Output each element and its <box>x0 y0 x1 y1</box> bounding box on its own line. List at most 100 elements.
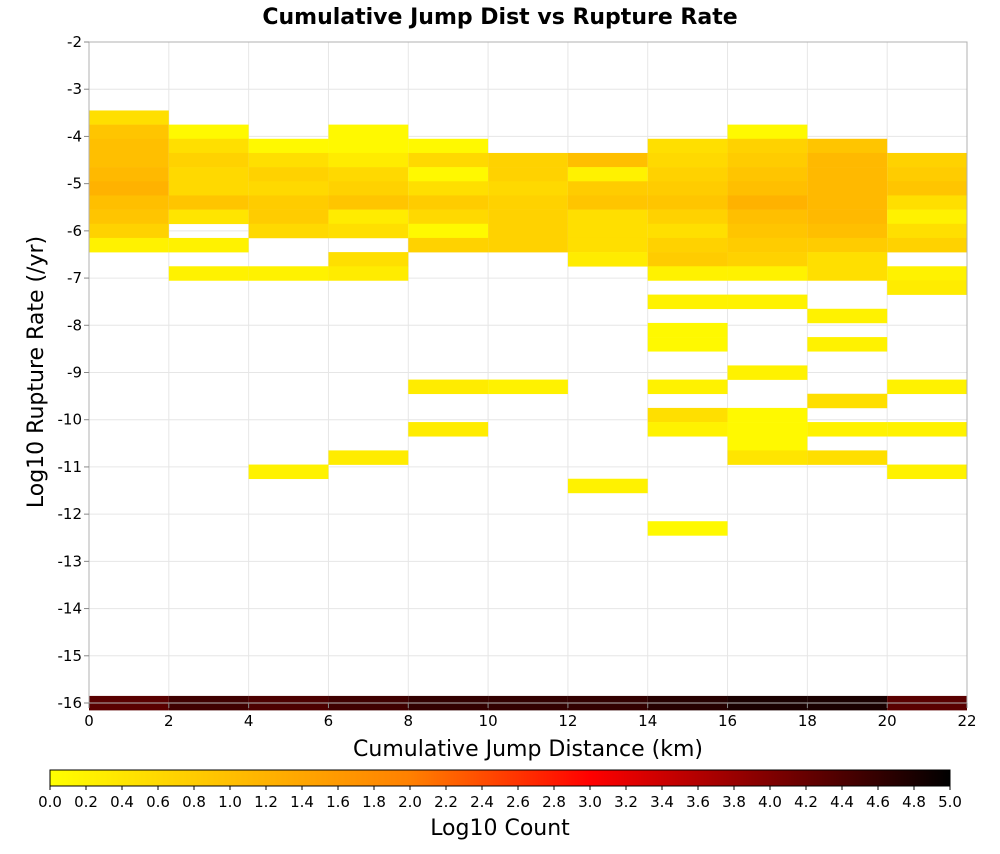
heatmap-cell <box>408 223 489 239</box>
colorbar-tick-label: 1.0 <box>218 793 242 811</box>
heatmap-cell <box>168 209 249 225</box>
colorbar-tick-label: 1.6 <box>326 793 350 811</box>
heatmap-cell <box>647 181 728 196</box>
heatmap-cell <box>567 209 648 225</box>
x-tick-label: 22 <box>957 712 976 730</box>
y-tick-label: -5 <box>67 175 82 193</box>
colorbar: 0.0 0.2 0.4 0.6 0.8 1.0 1.2 1.4 1.6 1.8 2.0 2.2 2.4 2… <box>38 769 962 811</box>
colorbar-tick-label: 3.4 <box>650 793 674 811</box>
heatmap-cell <box>168 138 249 154</box>
y-tick-label: -2 <box>67 33 82 51</box>
heatmap-cell <box>807 195 888 210</box>
heatmap-cell <box>567 252 648 267</box>
heatmap-cell <box>727 209 808 225</box>
y-tick-label: -3 <box>67 80 82 98</box>
y-tick-label: -8 <box>67 316 82 334</box>
heatmap-cell <box>328 181 409 196</box>
y-tick-label: -12 <box>58 505 83 523</box>
heatmap-cell <box>647 337 728 352</box>
y-tick-label: -13 <box>58 552 83 570</box>
colorbar-tick-label: 3.6 <box>686 793 710 811</box>
heatmap-cell <box>807 209 888 225</box>
heatmap-cell <box>887 195 967 210</box>
heatmap-cells <box>89 110 967 711</box>
heatmap-cell <box>887 266 967 281</box>
heatmap-cell <box>408 152 489 168</box>
heatmap-cell <box>89 110 169 125</box>
heatmap-cell <box>807 422 888 437</box>
heatmap-cell <box>807 266 888 281</box>
x-tick-label: 4 <box>244 712 254 730</box>
y-tick-label: -6 <box>67 222 82 240</box>
colorbar-tick-label: 2.2 <box>434 793 458 811</box>
y-tick-label: -16 <box>58 694 83 712</box>
y-tick-label: -14 <box>58 600 83 618</box>
heatmap-cell <box>168 181 249 196</box>
heatmap-cell <box>807 308 888 324</box>
colorbar-tick-label: 1.8 <box>362 793 386 811</box>
heatmap-cell <box>647 152 728 168</box>
heatmap-cell <box>168 266 249 281</box>
heatmap-cell <box>89 237 169 253</box>
heatmap-cell <box>887 181 967 196</box>
heatmap-cell <box>647 195 728 210</box>
heatmap-cell <box>488 152 568 168</box>
heatmap-cell <box>727 252 808 267</box>
heatmap-cell <box>807 450 888 465</box>
heatmap-cell <box>647 322 728 338</box>
heatmap-cell <box>488 167 568 182</box>
y-tick-label: -4 <box>67 127 82 145</box>
y-tick-label: -10 <box>58 411 83 429</box>
heatmap-cell <box>647 209 728 225</box>
y-axis-label: Log10 Rupture Rate (/yr) <box>24 236 49 508</box>
colorbar-tick-label: 4.6 <box>866 793 890 811</box>
heatmap-cell <box>807 237 888 253</box>
heatmap-cell <box>168 124 249 140</box>
heatmap-cell <box>89 223 169 239</box>
y-tick-label: -11 <box>58 458 83 476</box>
x-tick-label: 18 <box>798 712 817 730</box>
x-tick-label: 14 <box>638 712 657 730</box>
heatmap-cell <box>887 152 967 168</box>
heatmap-cell <box>408 422 489 437</box>
heatmap-cell <box>647 223 728 239</box>
heatmap-cell <box>89 181 169 196</box>
colorbar-tick-label: 0.8 <box>182 793 206 811</box>
heatmap-cell <box>727 237 808 253</box>
colorbar-tick-label: 5.0 <box>938 793 962 811</box>
heatmap-cell <box>328 252 409 267</box>
heatmap-cell <box>408 237 489 253</box>
heatmap-cell <box>647 407 728 423</box>
heatmap-cell <box>488 195 568 210</box>
heatmap-cell <box>408 379 489 395</box>
colorbar-tick-label: 3.0 <box>578 793 602 811</box>
heatmap-cell <box>248 195 329 210</box>
heatmap-cell <box>89 152 169 168</box>
heatmap-cell <box>647 294 728 310</box>
heatmap-cell <box>807 167 888 182</box>
heatmap-cell <box>408 181 489 196</box>
colorbar-tick-label: 0.6 <box>146 793 170 811</box>
heatmap-cell <box>248 138 329 154</box>
heatmap-cell <box>887 223 967 239</box>
colorbar-tick-label: 4.2 <box>794 793 818 811</box>
y-tick-label: -9 <box>67 364 82 382</box>
heatmap-cell <box>727 407 808 423</box>
colorbar-tick-label: 2.8 <box>542 793 566 811</box>
heatmap-cell <box>567 181 648 196</box>
y-tick-label: -7 <box>67 269 82 287</box>
heatmap-cell <box>887 167 967 182</box>
colorbar-tick-label: 0.2 <box>74 793 98 811</box>
heatmap-cell <box>248 209 329 225</box>
heatmap-cell <box>567 237 648 253</box>
colorbar-gradient <box>49 769 951 787</box>
heatmap-cell <box>807 181 888 196</box>
heatmap-cell <box>647 266 728 281</box>
heatmap-cell <box>647 379 728 395</box>
heatmap-cell <box>727 450 808 465</box>
heatmap-cell <box>567 223 648 239</box>
heatmap-cell <box>727 294 808 310</box>
heatmap-cell <box>328 450 409 465</box>
heatmap-cell <box>807 252 888 267</box>
colorbar-tick-label: 4.0 <box>758 793 782 811</box>
